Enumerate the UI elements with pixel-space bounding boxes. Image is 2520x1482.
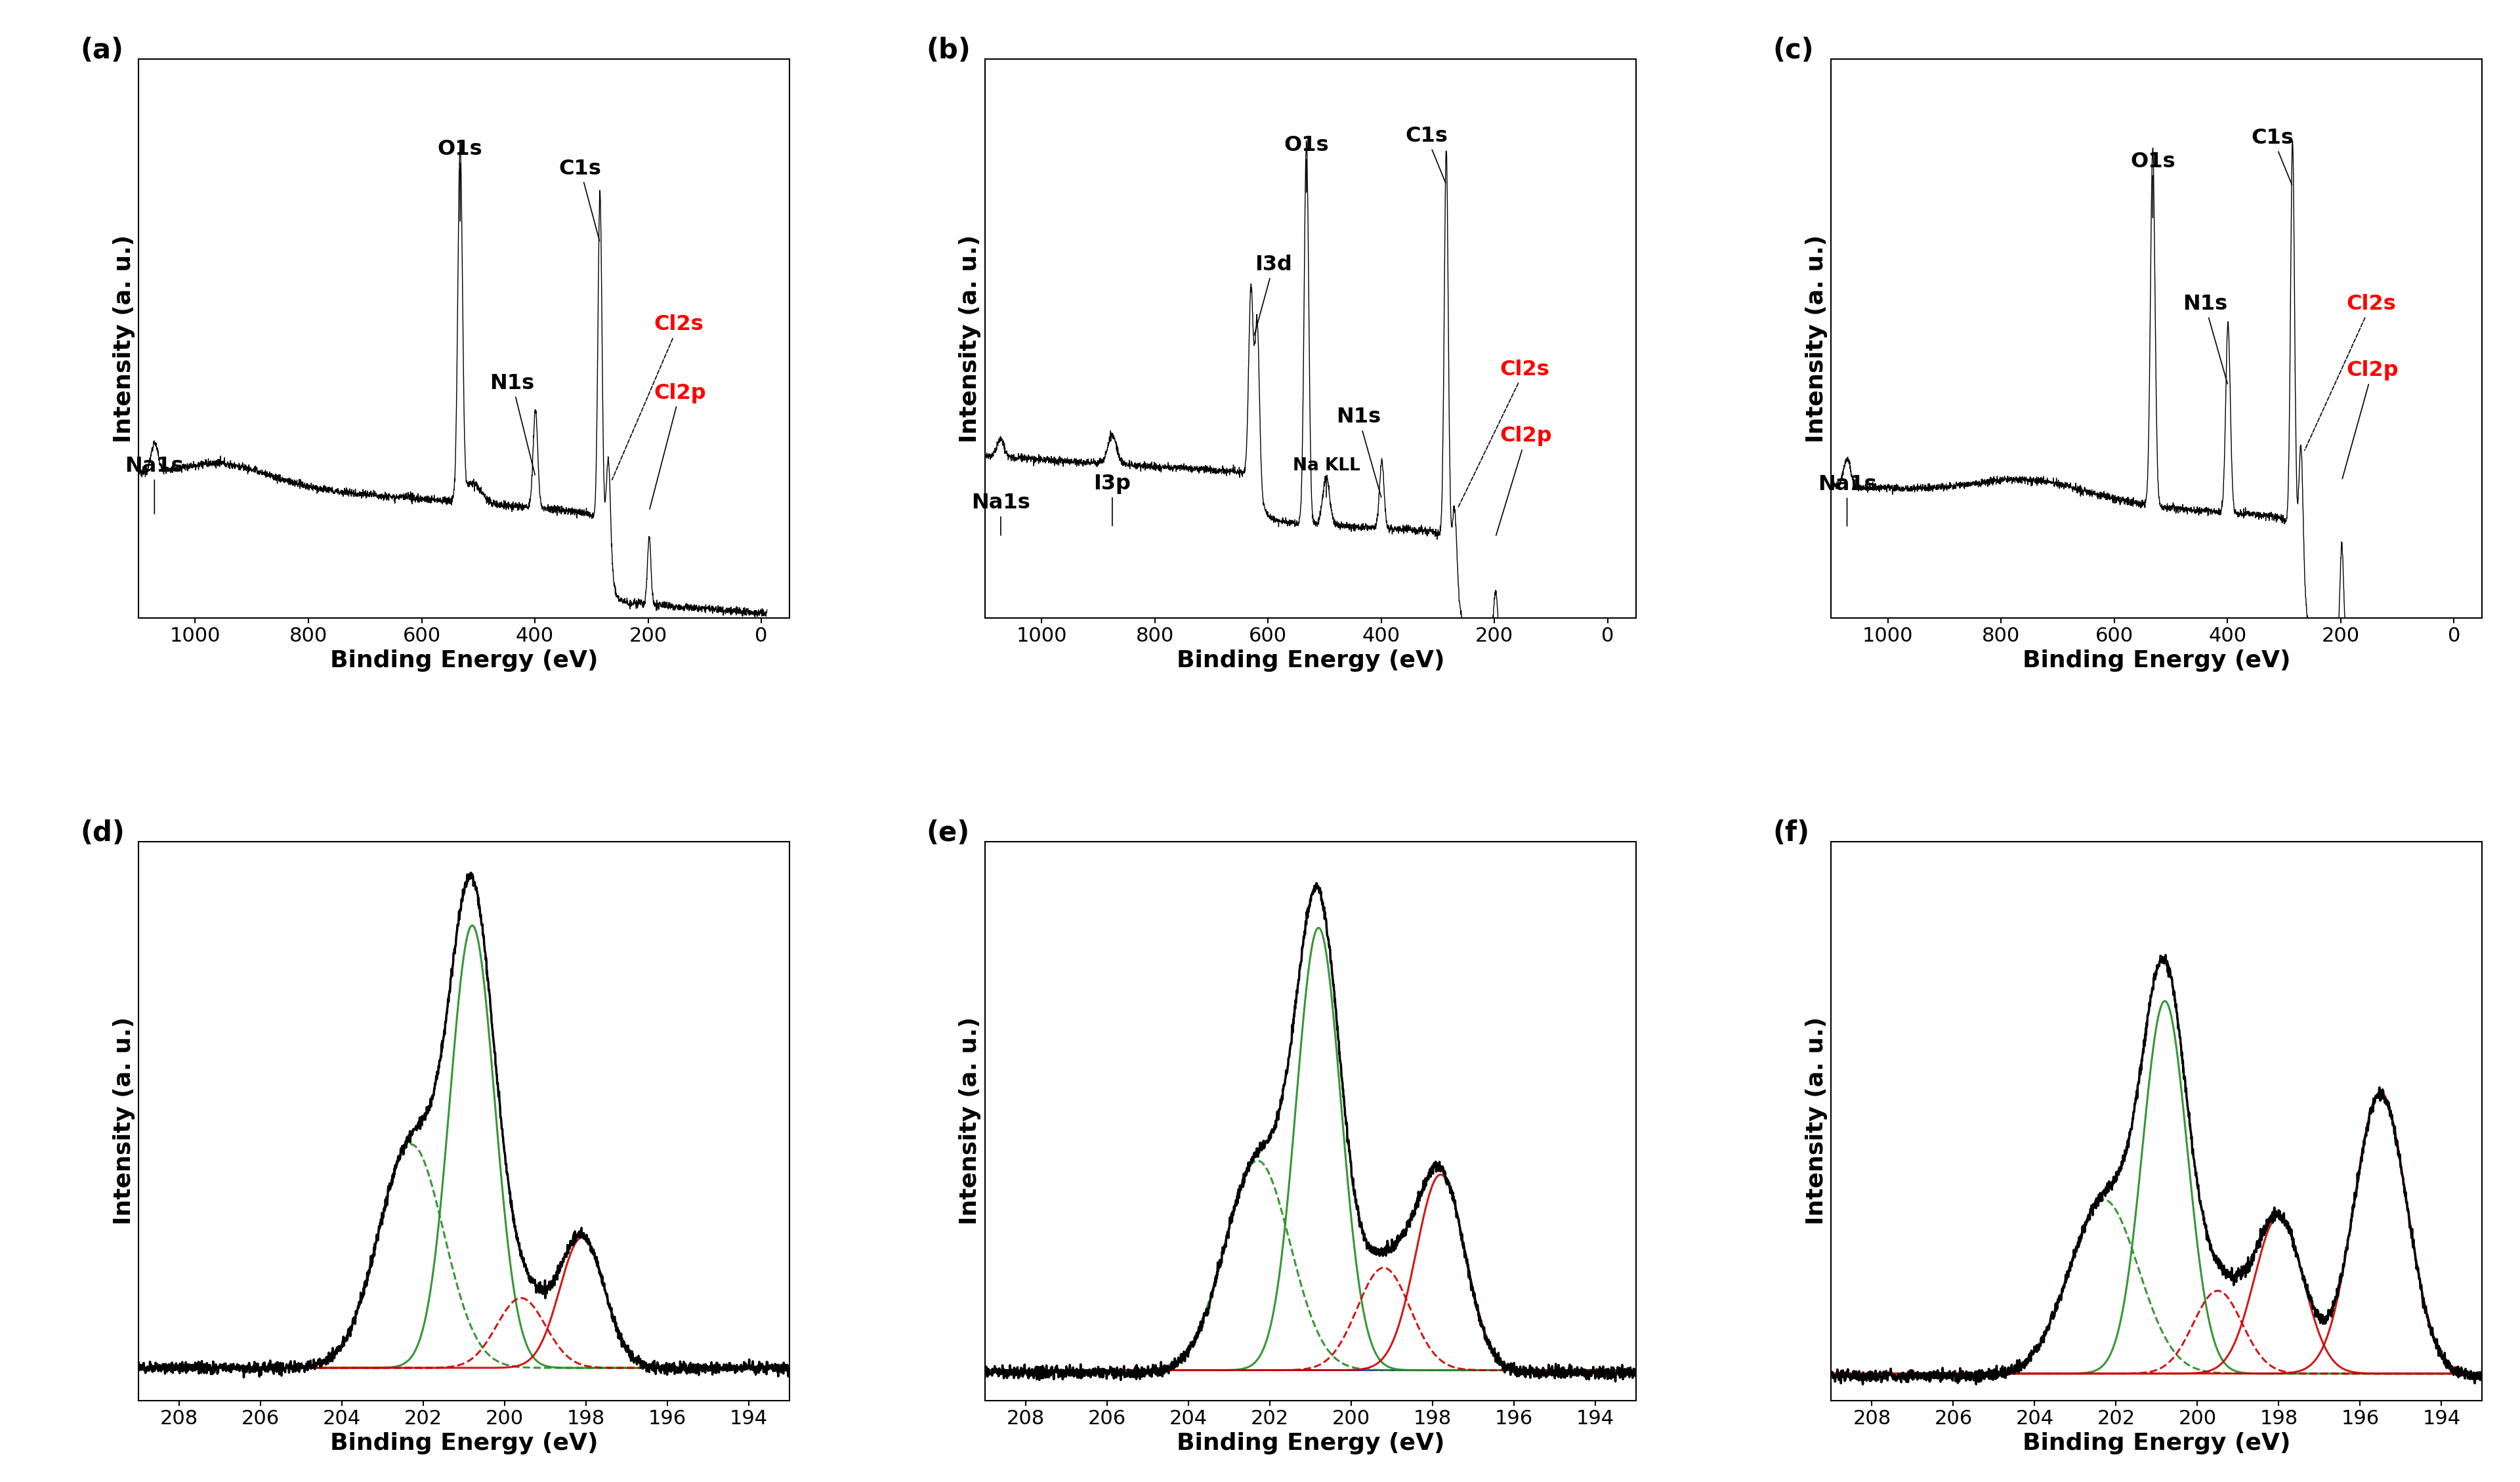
Text: O1s: O1s xyxy=(438,139,484,221)
X-axis label: Binding Energy (eV): Binding Energy (eV) xyxy=(2024,649,2291,671)
Text: Na KLL: Na KLL xyxy=(1293,458,1361,496)
X-axis label: Binding Energy (eV): Binding Energy (eV) xyxy=(1177,649,1444,671)
Text: I3d: I3d xyxy=(1255,255,1293,335)
Text: O1s: O1s xyxy=(2129,151,2175,218)
X-axis label: Binding Energy (eV): Binding Energy (eV) xyxy=(330,1432,597,1454)
Text: Cl2s: Cl2s xyxy=(612,314,703,480)
Text: O1s: O1s xyxy=(1283,135,1328,193)
X-axis label: Binding Energy (eV): Binding Energy (eV) xyxy=(1177,1432,1444,1454)
Text: (d): (d) xyxy=(81,820,123,846)
Text: I3p: I3p xyxy=(1094,474,1131,526)
Text: (e): (e) xyxy=(927,820,970,846)
Text: (c): (c) xyxy=(1772,37,1814,65)
Text: C1s: C1s xyxy=(2250,127,2293,185)
Y-axis label: Intensity (a. u.): Intensity (a. u.) xyxy=(113,1017,136,1226)
Text: Cl2p: Cl2p xyxy=(650,382,706,508)
Text: Cl2p: Cl2p xyxy=(2341,360,2399,479)
Text: (b): (b) xyxy=(927,37,970,65)
Y-axis label: Intensity (a. u.): Intensity (a. u.) xyxy=(960,1017,980,1226)
Text: (a): (a) xyxy=(81,37,123,65)
Y-axis label: Intensity (a. u.): Intensity (a. u.) xyxy=(1804,1017,1827,1226)
Text: N1s: N1s xyxy=(2182,293,2228,384)
Text: Na1s: Na1s xyxy=(1817,474,1877,526)
Y-axis label: Intensity (a. u.): Intensity (a. u.) xyxy=(113,234,136,443)
Text: Na1s: Na1s xyxy=(126,456,184,514)
Text: N1s: N1s xyxy=(1336,408,1381,498)
Text: N1s: N1s xyxy=(489,373,534,474)
Text: (f): (f) xyxy=(1772,820,1809,846)
Y-axis label: Intensity (a. u.): Intensity (a. u.) xyxy=(1804,234,1827,443)
Text: Cl2s: Cl2s xyxy=(1459,359,1550,507)
Text: Cl2p: Cl2p xyxy=(1497,425,1552,535)
Text: Cl2s: Cl2s xyxy=(2306,293,2397,451)
X-axis label: Binding Energy (eV): Binding Energy (eV) xyxy=(2024,1432,2291,1454)
X-axis label: Binding Energy (eV): Binding Energy (eV) xyxy=(330,649,597,671)
Text: C1s: C1s xyxy=(1406,126,1446,182)
Y-axis label: Intensity (a. u.): Intensity (a. u.) xyxy=(960,234,980,443)
Text: C1s: C1s xyxy=(559,159,602,240)
Text: Na1s: Na1s xyxy=(970,494,1031,535)
